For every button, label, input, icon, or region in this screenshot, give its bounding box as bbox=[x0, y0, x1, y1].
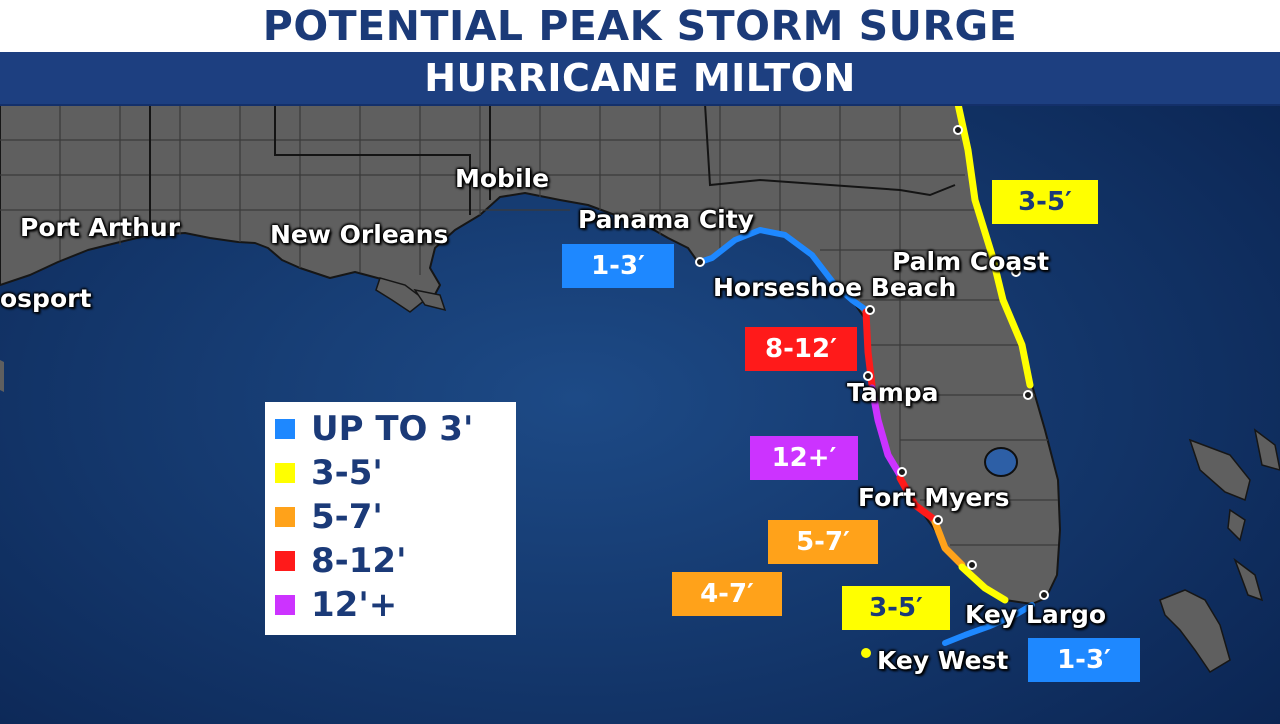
surge-box-atlantic: 3-5′ bbox=[992, 180, 1098, 224]
naples-marker bbox=[967, 560, 977, 570]
atlantic-coast-marker bbox=[1023, 390, 1033, 400]
legend-label: 3-5' bbox=[311, 453, 383, 493]
city-label-osport: osport bbox=[0, 284, 92, 313]
legend-swatch bbox=[275, 419, 295, 439]
county-lines bbox=[0, 104, 1058, 546]
surge-segment-naples bbox=[931, 518, 966, 569]
horseshoe-beach-marker bbox=[865, 305, 875, 315]
legend-item: 5-7' bbox=[275, 496, 515, 537]
surge-segment-tampa-bay bbox=[868, 384, 904, 479]
bahamas-islands bbox=[1159, 428, 1280, 674]
surge-segment-panhandle bbox=[697, 227, 869, 313]
title: POTENTIAL PEAK STORM SURGE bbox=[262, 2, 1018, 50]
lake-okeechobee bbox=[984, 447, 1018, 477]
city-label-new-orleans: New Orleans bbox=[270, 220, 449, 249]
surge-box-tampa-bay: 12+′ bbox=[750, 436, 858, 480]
surge-box-label: 3-5′ bbox=[869, 593, 923, 623]
city-label-horseshoe-beach: Horseshoe Beach bbox=[713, 273, 957, 302]
subtitle-banner: HURRICANE MILTON bbox=[0, 52, 1280, 106]
surge-box-keys: 1-3′ bbox=[1028, 638, 1140, 682]
legend-swatch bbox=[275, 507, 295, 527]
legend: UP TO 3' 3-5' 5-7' 8-12' 12'+ bbox=[265, 402, 516, 635]
surge-box-southwest: 4-7′ bbox=[672, 572, 782, 616]
legend-swatch bbox=[275, 551, 295, 571]
legend-item: UP TO 3' bbox=[275, 408, 515, 449]
city-label-palm-coast: Palm Coast bbox=[892, 247, 1050, 276]
city-label-port-arthur: Port Arthur bbox=[20, 213, 181, 242]
surge-box-bigbend: 8-12′ bbox=[745, 327, 857, 371]
key-largo-marker bbox=[1039, 590, 1049, 600]
fort-myers-marker bbox=[933, 515, 943, 525]
surge-box-everglades: 3-5′ bbox=[842, 586, 950, 630]
tampa-marker bbox=[863, 371, 873, 381]
surge-box-label: 1-3′ bbox=[1057, 645, 1111, 675]
surge-box-label: 1-3′ bbox=[591, 251, 645, 281]
key-west-island bbox=[861, 648, 871, 658]
surge-segment-everglades bbox=[958, 563, 1009, 604]
surge-box-label: 3-5′ bbox=[1018, 187, 1072, 217]
legend-label: UP TO 3' bbox=[311, 409, 474, 449]
city-label-panama-city: Panama City bbox=[578, 205, 754, 234]
mainland-landmass bbox=[0, 103, 1061, 605]
state-borders bbox=[149, 103, 956, 235]
legend-swatch bbox=[275, 463, 295, 483]
city-label-tampa: Tampa bbox=[847, 378, 939, 407]
surge-box-label: 5-7′ bbox=[796, 527, 850, 557]
legend-swatch bbox=[275, 595, 295, 615]
surge-box-label: 8-12′ bbox=[765, 334, 837, 364]
north-atlantic-marker bbox=[953, 125, 963, 135]
palm-coast-marker bbox=[1011, 267, 1021, 277]
surge-box-fort-myers: 5-7′ bbox=[768, 520, 878, 564]
title-banner: POTENTIAL PEAK STORM SURGE bbox=[0, 0, 1280, 52]
subtitle: HURRICANE MILTON bbox=[424, 56, 856, 100]
island-fragment bbox=[0, 360, 4, 392]
surge-box-label: 12+′ bbox=[771, 443, 837, 473]
surge-segment-atlantic bbox=[954, 100, 1034, 389]
city-markers bbox=[695, 125, 1049, 600]
legend-label: 5-7' bbox=[311, 497, 383, 537]
surge-box-panhandle: 1-3′ bbox=[562, 244, 674, 288]
legend-item: 3-5' bbox=[275, 452, 515, 493]
legend-label: 12'+ bbox=[311, 585, 398, 625]
legend-item: 12'+ bbox=[275, 584, 515, 625]
panama-city-marker bbox=[695, 257, 705, 267]
city-label-fort-myers: Fort Myers bbox=[858, 483, 1010, 512]
louisiana-delta bbox=[375, 277, 447, 313]
surge-coastline bbox=[697, 100, 1035, 646]
city-label-key-largo: Key Largo bbox=[965, 600, 1107, 629]
surge-box-label: 4-7′ bbox=[700, 579, 754, 609]
surge-segment-fort-myers bbox=[896, 474, 939, 524]
sarasota-marker bbox=[897, 467, 907, 477]
surge-segment-keys bbox=[942, 602, 1035, 646]
city-label-mobile: Mobile bbox=[455, 164, 550, 193]
legend-label: 8-12' bbox=[311, 541, 407, 581]
city-label-key-west: Key West bbox=[877, 646, 1009, 675]
legend-item: 8-12' bbox=[275, 540, 515, 581]
